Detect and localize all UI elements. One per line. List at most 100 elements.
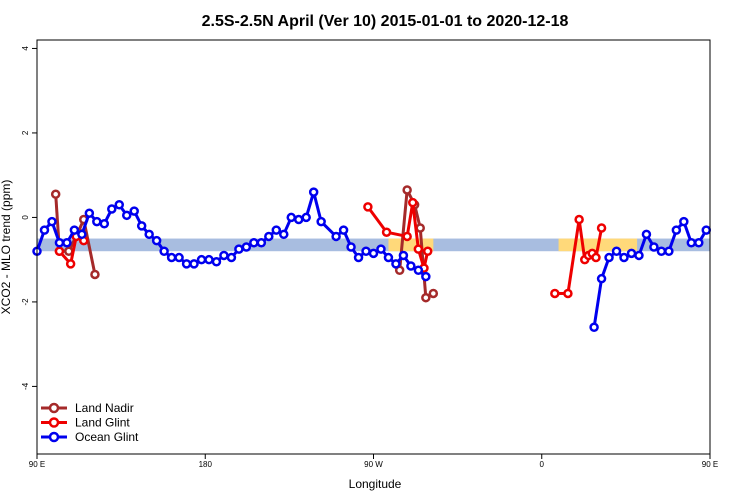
series-ocean-glint — [32, 187, 712, 333]
data-point — [166, 252, 177, 263]
data-point — [591, 252, 601, 263]
data-point — [47, 216, 57, 227]
data-point — [90, 269, 100, 280]
data-point — [413, 265, 424, 275]
y-tick-label: -4 — [21, 382, 30, 390]
data-point — [234, 244, 244, 254]
data-point — [383, 252, 394, 263]
data-point — [65, 259, 76, 269]
legend-item-ocean-glint: Ocean Glint — [41, 430, 139, 444]
data-point — [686, 238, 697, 248]
data-point — [338, 225, 349, 235]
x-tick-label: 90 E — [702, 460, 718, 469]
data-point — [649, 242, 659, 252]
x-tick-label: 180 — [199, 460, 213, 469]
y-tick-label: 4 — [21, 46, 30, 51]
legend-marker — [48, 417, 60, 428]
y-axis: -4 -2 0 2 4 — [21, 46, 37, 390]
data-point — [679, 216, 689, 227]
data-point — [99, 219, 110, 229]
data-point — [671, 225, 682, 235]
data-point — [596, 273, 607, 284]
series-line-segment — [577, 219, 587, 260]
data-point — [92, 216, 102, 227]
data-point — [550, 288, 560, 299]
legend-label: Land Nadir — [75, 401, 134, 415]
data-point — [249, 238, 259, 248]
data-point — [596, 223, 607, 233]
data-point — [301, 212, 311, 223]
legend-marker — [48, 402, 60, 414]
data-point — [398, 250, 409, 261]
data-point — [368, 248, 379, 259]
series-line-segment — [592, 278, 604, 328]
data-point — [77, 229, 87, 240]
data-point — [54, 238, 65, 248]
data-point — [196, 254, 207, 265]
data-point — [421, 271, 431, 282]
data-point — [574, 214, 584, 225]
ocean-band — [37, 238, 710, 252]
data-point — [264, 231, 274, 242]
series-land-glint — [54, 197, 607, 299]
data-point — [129, 206, 139, 216]
data-point — [308, 187, 319, 197]
data-point — [226, 252, 237, 263]
data-point — [656, 246, 667, 256]
data-point — [361, 246, 371, 256]
data-point — [279, 229, 289, 240]
data-point — [353, 252, 364, 263]
data-point — [563, 288, 573, 299]
data-point — [611, 246, 622, 256]
data-point — [363, 202, 373, 212]
series-line-segment — [405, 202, 415, 237]
data-point — [271, 225, 282, 235]
data-point — [422, 246, 433, 256]
data-point — [181, 259, 192, 269]
data-point — [604, 252, 614, 263]
data-point — [619, 252, 629, 263]
x-tick-label: 0 — [540, 460, 545, 469]
chart-title: 2.5S-2.5N April (Ver 10) 2015-01-01 to 2… — [202, 13, 569, 30]
series-line-segment — [366, 205, 388, 234]
data-point — [402, 185, 412, 195]
data-point — [151, 235, 162, 246]
data-point — [69, 225, 80, 235]
data-point — [346, 242, 356, 252]
legend-label: Land Glint — [75, 416, 130, 430]
data-point — [413, 244, 424, 254]
data-point — [428, 288, 439, 299]
data-point — [664, 246, 674, 256]
series-line-segment — [411, 202, 420, 250]
data-point — [39, 225, 50, 235]
data-point — [381, 227, 392, 237]
data-point — [174, 252, 184, 263]
data-point — [694, 238, 704, 248]
x-axis-label: Longitude — [349, 477, 402, 491]
data-point — [256, 238, 267, 248]
legend-label: Ocean Glint — [75, 430, 139, 444]
x-tick-label: 90 W — [364, 460, 383, 469]
data-point — [626, 248, 637, 259]
data-point — [144, 229, 154, 240]
data-point — [219, 250, 229, 261]
legend-item-land-nadir: Land Nadir — [41, 401, 134, 415]
data-point — [331, 231, 341, 242]
data-point — [391, 259, 401, 269]
data-point — [241, 242, 252, 252]
y-tick-label: -2 — [21, 298, 30, 306]
data-point — [286, 212, 296, 223]
data-point — [415, 223, 425, 233]
series-line-segment — [312, 191, 323, 223]
series-line-segment — [82, 219, 97, 275]
legend-marker — [48, 431, 60, 443]
data-point — [136, 221, 147, 231]
data-point — [293, 214, 304, 225]
data-point — [641, 229, 652, 240]
y-tick-label: 2 — [21, 130, 30, 135]
series-line-segment — [566, 219, 581, 294]
data-point — [634, 250, 644, 261]
data-point — [376, 244, 386, 254]
data-point — [50, 189, 61, 199]
